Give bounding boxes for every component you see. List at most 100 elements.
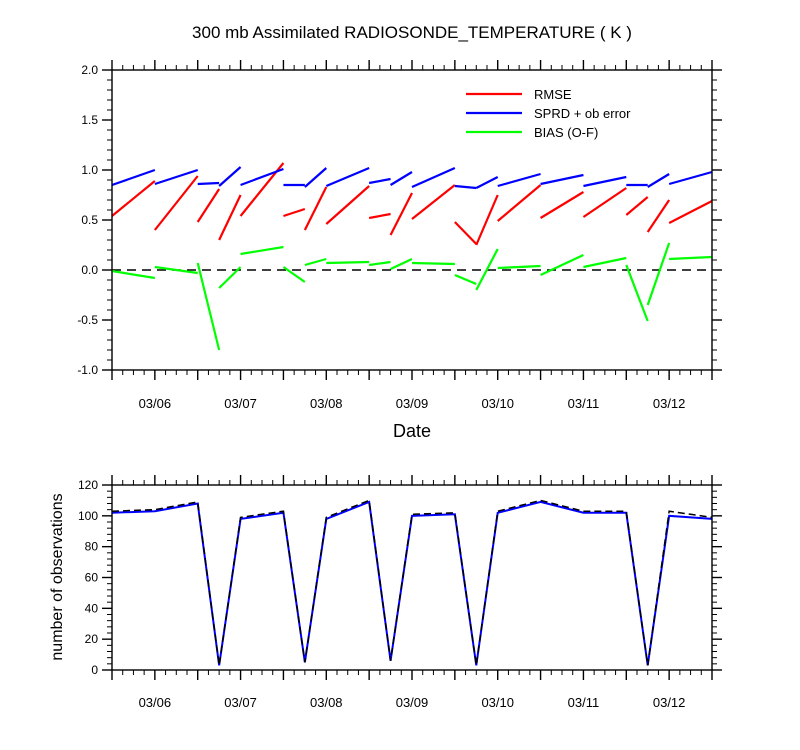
series-segment [582, 187, 627, 218]
series-segment [240, 245, 284, 256]
series-segment [646, 199, 671, 233]
series-rmse [111, 162, 713, 246]
series-segment [111, 168, 156, 187]
series-segment [325, 166, 370, 188]
y-tick-label: 60 [85, 571, 99, 585]
series-segment [218, 194, 242, 241]
series-segment [497, 264, 541, 270]
top-series-layer [111, 162, 713, 351]
x-axis-label: Date [393, 421, 431, 441]
bottom-axes: 03/06 03/07 03/08 03/09 03/10 03/11 03/12 120 10… [78, 475, 722, 710]
x-tick-label: 03/09 [396, 695, 429, 710]
bottom-chart: 03/06 03/07 03/08 03/09 03/10 03/11 03/12 120 10… [49, 475, 722, 710]
series-segment [304, 257, 327, 267]
series-segment [646, 242, 671, 306]
series-segment [540, 173, 584, 186]
series-segment [540, 254, 584, 276]
series-segment [411, 166, 456, 189]
series-segment [454, 273, 477, 286]
y-tick-label: 1.0 [81, 163, 98, 177]
series-segment [390, 258, 413, 270]
series-segment [111, 180, 156, 217]
y-tick-label: 0 [91, 663, 98, 677]
series-segment [475, 176, 499, 189]
series-segment [196, 262, 221, 351]
series-segment [454, 184, 477, 190]
y-tick-label: 40 [85, 601, 99, 615]
series-segment [475, 248, 499, 291]
series-sprd [111, 166, 713, 190]
series-segment [153, 175, 199, 231]
legend: RMSE SPRD + ob error BIAS (O-F) [466, 87, 631, 140]
series-segment [282, 266, 306, 283]
x-tick-label: 03/08 [310, 695, 343, 710]
series-segment [283, 207, 306, 218]
chart-title: 300 mb Assimilated RADIOSONDE_TEMPERATUR… [192, 23, 632, 42]
y-tick-label: 1.5 [81, 113, 98, 127]
x-tick-label: 03/07 [224, 396, 257, 411]
series-segment [668, 170, 713, 186]
series-segment [583, 256, 627, 269]
series-segment [368, 212, 391, 220]
y-axis-label: number of observations [49, 493, 66, 660]
series-segment [411, 261, 455, 266]
y-tick-label: 120 [78, 478, 98, 492]
series-segment [454, 221, 478, 245]
series-segment [497, 184, 542, 222]
y-tick-label: 0.5 [81, 213, 98, 227]
y-tick-label: 2.0 [81, 63, 98, 77]
y-tick-label: 100 [78, 509, 98, 523]
x-tick-label: 03/08 [310, 396, 343, 411]
x-tick-label: 03/10 [481, 695, 514, 710]
series-segment [540, 191, 584, 219]
series-segment [218, 266, 242, 289]
series-segment [583, 175, 627, 188]
series-segment [668, 200, 713, 224]
y-tick-label: 20 [85, 632, 99, 646]
series-segment [368, 260, 391, 267]
series-segment [218, 166, 242, 187]
series-segment [497, 172, 541, 188]
x-tick-label: 03/09 [396, 396, 429, 411]
series-segment [197, 181, 220, 186]
series-segment [196, 188, 221, 223]
series-segment [389, 192, 413, 236]
x-tick-label: 03/11 [568, 396, 600, 411]
x-tick-label: 03/11 [568, 695, 600, 710]
y-tick-label: -0.5 [77, 313, 98, 327]
series-segment [669, 255, 713, 261]
observations-line-dashed [111, 499, 713, 666]
top-axes: 03/06 03/07 03/08 03/09 03/10 03/11 03/12 2.0 1.… [77, 60, 722, 411]
series-segment [390, 171, 413, 186]
series-bias [111, 242, 713, 351]
top-plot-frame [111, 69, 713, 371]
x-tick-label: 03/12 [653, 695, 686, 710]
bottom-series-layer [111, 499, 713, 666]
series-segment [625, 264, 649, 322]
series-segment [154, 168, 199, 186]
legend-label: BIAS (O-F) [534, 125, 598, 140]
series-segment [326, 260, 370, 265]
series-segment [154, 265, 198, 275]
series-segment [368, 177, 391, 185]
observations-line-solid [111, 500, 713, 666]
y-tick-label: -1.0 [77, 363, 98, 377]
bottom-plot-frame [111, 484, 713, 671]
y-tick-label: 0.0 [81, 263, 98, 277]
series-segment [303, 186, 328, 231]
top-chart: 300 mb Assimilated RADIOSONDE_TEMPERATUR… [77, 23, 722, 441]
series-segment [111, 269, 156, 280]
series-segment [625, 196, 649, 216]
legend-label: RMSE [534, 87, 572, 102]
series-segment [325, 185, 370, 225]
series-segment [240, 167, 284, 187]
series-segment [475, 194, 499, 246]
x-tick-label: 03/06 [139, 396, 172, 411]
x-tick-label: 03/06 [139, 695, 172, 710]
x-tick-label: 03/12 [653, 396, 686, 411]
x-tick-label: 03/07 [224, 695, 257, 710]
y-tick-label: 80 [85, 540, 99, 554]
x-tick-label: 03/10 [481, 396, 514, 411]
legend-label: SPRD + ob error [534, 106, 631, 121]
